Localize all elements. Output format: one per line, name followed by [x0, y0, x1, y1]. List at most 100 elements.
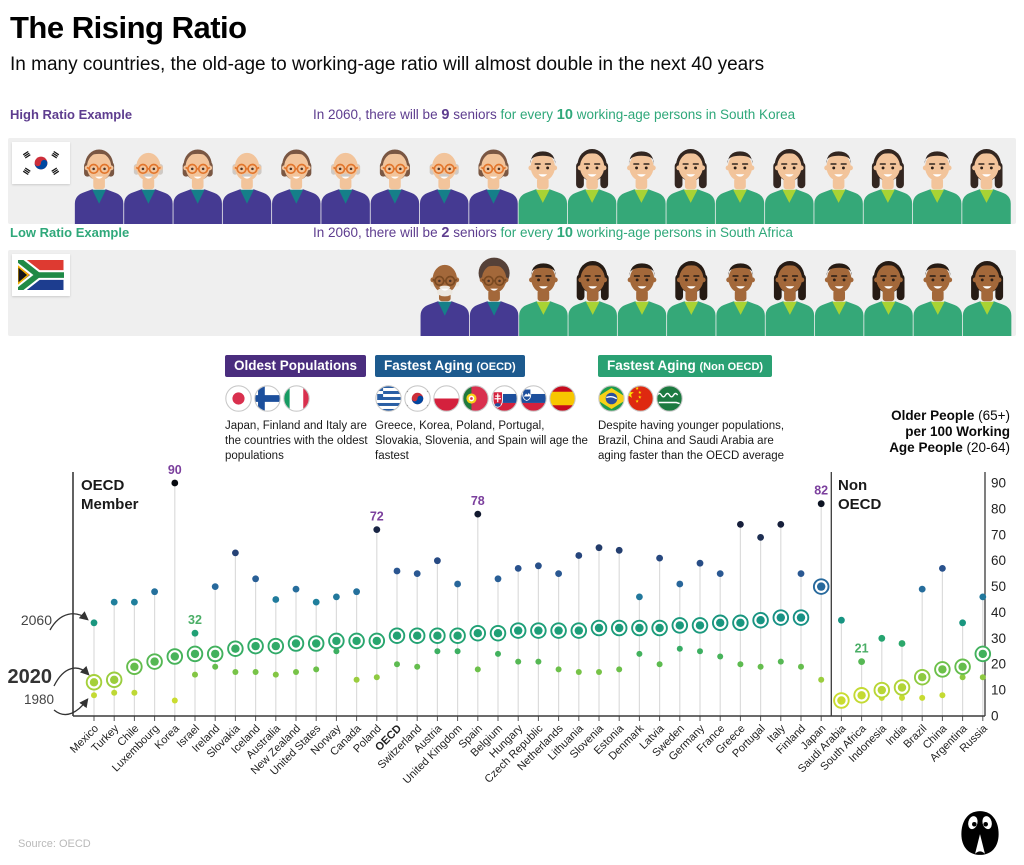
svg-text:Member: Member	[81, 496, 139, 513]
page-title: The Rising Ratio	[10, 10, 247, 45]
south-korea-flag	[12, 142, 70, 184]
seniors-count: 9	[441, 107, 450, 123]
high-ratio-sentence: In 2060, there will be 9 seniors for eve…	[313, 107, 795, 123]
dot-2020	[938, 665, 947, 674]
dot-2060	[636, 593, 643, 601]
sentence-mid: for every	[500, 225, 554, 240]
dot-2020	[857, 691, 866, 700]
dot-2020	[372, 636, 381, 646]
dot-1980	[454, 648, 461, 655]
dot-plot: 0 10 20 30 40 50 60 70 80 90 OECD Member Non OECD 2060…	[8, 463, 1007, 786]
dot-1980	[919, 694, 926, 701]
low-ratio-header: Low Ratio Example In 2060, there will be…	[0, 225, 1024, 247]
dot-2020	[453, 631, 462, 640]
slovenia-flag-icon	[520, 385, 547, 412]
dot-1980	[333, 648, 340, 655]
y-tick-label: 50	[991, 579, 1006, 594]
dot-2020	[695, 621, 705, 630]
dot-2060	[757, 534, 764, 541]
seniors-count: 2	[441, 225, 450, 241]
greece-flag-icon	[375, 385, 402, 412]
dot-2020	[493, 629, 503, 638]
dot-1980	[212, 663, 219, 670]
dot-2020	[251, 641, 260, 651]
legend-fastest-aging-non-oecd: Fastest Aging (Non OECD) Despite having …	[598, 355, 803, 464]
dot-1980	[697, 648, 703, 655]
dot-1980	[111, 689, 118, 696]
legend-oldest-populations: Oldest Populations Japan, Finland and It…	[225, 355, 373, 464]
dot-2020	[897, 683, 907, 692]
dot-1980	[171, 697, 178, 704]
low-ratio-illustration-band	[8, 250, 1016, 336]
series-label-1980: 1980	[24, 692, 54, 707]
dot-2020	[312, 639, 321, 648]
legend-text: Despite having younger populations, Braz…	[598, 420, 785, 462]
high-ratio-label: High Ratio Example	[10, 107, 133, 122]
dot-2060	[535, 562, 542, 570]
dot-2020	[978, 649, 987, 659]
dot-2020	[554, 626, 563, 635]
dot-1980	[373, 674, 380, 681]
axis-unit-note: Older People (65+) per 100 Working Age P…	[889, 408, 1010, 456]
dot-1980	[979, 674, 986, 681]
dot-1980	[474, 666, 481, 673]
south-africa-flag	[12, 254, 70, 296]
dot-2020	[89, 678, 99, 687]
dot-2060	[817, 500, 825, 508]
dot-2060	[110, 598, 118, 606]
dot-2060	[413, 570, 421, 577]
spain-flag-icon	[549, 385, 576, 412]
dot-2060	[312, 598, 320, 606]
dot-1980	[798, 663, 804, 670]
sentence-tail: working-age persons in South Africa	[576, 225, 793, 240]
legend-text: Japan, Finland and Italy are the countri…	[225, 420, 368, 462]
seniors-word: seniors	[453, 225, 497, 240]
dot-2060	[211, 583, 219, 590]
dot-2060	[777, 521, 785, 528]
legend-header: Fastest Aging (Non OECD)	[598, 355, 773, 377]
dot-2020	[514, 626, 523, 635]
china-flag-icon	[627, 385, 654, 412]
dot-2020	[211, 649, 220, 659]
dot-1980	[676, 645, 683, 652]
dot-1980	[313, 666, 320, 673]
low-ratio-label: Low Ratio Example	[10, 225, 130, 240]
dot-2020	[291, 639, 301, 648]
dot-1980	[555, 666, 562, 673]
legend-text: Greece, Korea, Poland, Portugal, Slovaki…	[375, 420, 588, 462]
value-annotation: 72	[370, 510, 384, 524]
value-annotation: 82	[814, 484, 828, 498]
seniors-word: seniors	[453, 107, 497, 122]
dot-1980	[818, 676, 825, 683]
dot-2020	[534, 626, 543, 635]
dot-2020	[877, 685, 886, 695]
value-annotation: 21	[855, 642, 869, 656]
value-annotation: 32	[188, 613, 202, 627]
dot-1980	[636, 650, 643, 657]
dot-2020	[675, 621, 684, 630]
owl-logo-icon	[961, 811, 999, 855]
dot-1980	[353, 676, 360, 683]
saudi-arabia-flag-icon	[656, 385, 683, 412]
dot-2020	[574, 626, 583, 635]
high-ratio-illustration-band	[8, 138, 1016, 224]
dot-2020	[231, 644, 240, 653]
y-tick-label: 30	[991, 631, 1006, 646]
dot-2060	[454, 580, 461, 588]
dot-2060	[353, 588, 360, 596]
dot-1980	[414, 663, 421, 670]
dot-1980	[757, 663, 764, 670]
dot-2020	[594, 623, 604, 633]
slovakia-flag-icon	[491, 385, 518, 412]
sentence-tail: working-age persons in South Korea	[576, 107, 796, 122]
dot-2020	[958, 662, 967, 671]
dot-1980	[656, 661, 663, 668]
y-tick-label: 70	[991, 527, 1006, 542]
page-subtitle: In many countries, the old-age to workin…	[10, 54, 765, 75]
dot-2060	[878, 634, 886, 642]
dot-1980	[959, 674, 966, 681]
dot-2060	[939, 565, 946, 572]
italy-flag-icon	[283, 385, 310, 412]
dot-2060	[151, 588, 159, 596]
